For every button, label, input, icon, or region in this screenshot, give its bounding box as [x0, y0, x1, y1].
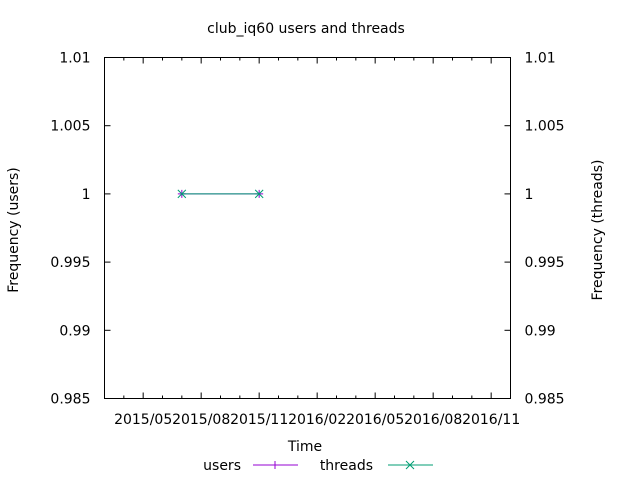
x-axis-label: Time — [287, 439, 322, 455]
y2-tick-label: 0.995 — [525, 255, 565, 271]
y-axis-ticks: 0.985 0.99 0.995 1 1.005 1.01 — [50, 51, 111, 408]
chart-title: club_iq60 users and threads — [207, 21, 405, 37]
data-point-threads — [254, 189, 264, 199]
plot-area-frame — [104, 57, 511, 399]
y2-tick-label: 1 — [525, 187, 534, 203]
y-tick-label: 0.99 — [59, 323, 90, 339]
x-tick-label: 2016/11 — [462, 412, 520, 428]
y2-tick-label: 0.99 — [525, 323, 556, 339]
x-tick-label: 2016/05 — [346, 412, 404, 428]
x-axis-ticks: 2015/05 2015/08 2015/11 2016/02 2016/05 2016/… — [114, 57, 520, 428]
y2-tick-label: 1.01 — [525, 51, 556, 67]
y2-tick-label: 1.005 — [525, 119, 565, 135]
y2-axis-ticks: 0.985 0.99 0.995 1 1.005 1.01 — [504, 51, 565, 408]
legend-marker-users — [271, 461, 279, 469]
legend: users threads — [203, 458, 433, 474]
y-tick-label: 0.995 — [50, 255, 90, 271]
x-tick-label: 2016/08 — [404, 412, 462, 428]
data-point-threads — [177, 189, 187, 199]
x-tick-label: 2016/02 — [288, 412, 346, 428]
y-tick-label: 0.985 — [50, 392, 90, 408]
legend-label-users: users — [203, 458, 241, 474]
legend-marker-threads — [405, 460, 415, 470]
y-tick-label: 1.01 — [59, 51, 90, 67]
legend-label-threads: threads — [320, 458, 373, 474]
y2-tick-label: 0.985 — [525, 392, 565, 408]
x-tick-label: 2015/08 — [172, 412, 230, 428]
y-axis-label: Frequency (users) — [6, 167, 22, 293]
y2-axis-label: Frequency (threads) — [590, 160, 606, 301]
x-tick-label: 2015/05 — [114, 412, 172, 428]
series-layer — [177, 189, 264, 199]
y-tick-label: 1.005 — [50, 119, 90, 135]
y-tick-label: 1 — [82, 187, 91, 203]
x-tick-label: 2015/11 — [230, 412, 288, 428]
